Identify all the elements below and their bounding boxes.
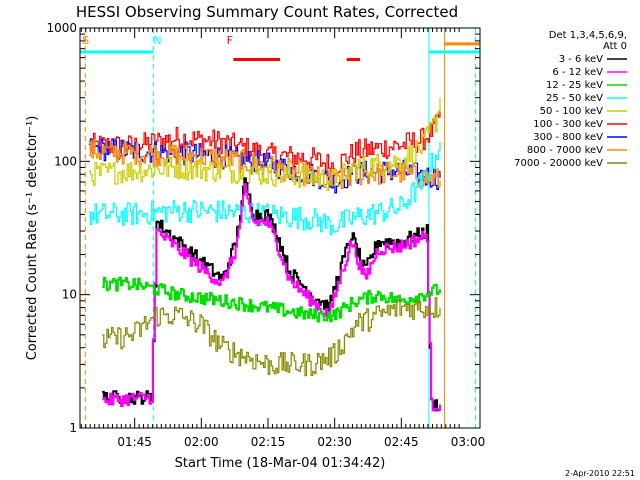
legend-label-0: 3 - 6 keV [559,54,603,65]
y-tick-label-0: 1 [69,421,77,435]
series-line-2 [88,139,441,189]
x-axis-label: Start Time (18-Mar-04 01:34:42) [175,456,386,471]
legend-label-8: 7000 - 20000 keV [514,158,603,169]
y-axis-label: Corrected Count Rate (s⁻¹ detector⁻¹) [25,116,40,361]
flag-label-1: N [153,34,161,47]
series-line-5 [102,177,441,412]
legend-label-2: 12 - 25 keV [546,80,603,91]
x-tick-label-0: 01:45 [117,435,152,449]
x-tick-label-4: 02:45 [384,435,419,449]
legend-label-6: 300 - 800 keV [533,132,603,143]
legend-label-5: 100 - 300 keV [533,119,603,130]
y-tick-label-3: 1000 [46,21,77,35]
legend: Det 1,3,4,5,6,9,Att 03 - 6 keV 6 - 12 keV… [514,30,627,169]
flag-label-2: F [227,34,233,47]
legend-header-0: Det 1,3,4,5,6,9, [549,30,627,41]
series-line-6 [102,183,441,412]
series-line-4 [88,141,441,236]
plot-frame [79,27,481,429]
legend-label-3: 25 - 50 keV [546,93,603,104]
y-tick-label-2: 100 [54,154,77,168]
x-tick-label-2: 02:15 [251,435,286,449]
y-tick-label-1: 10 [62,288,77,302]
series-line-8 [102,297,441,377]
series-line-3 [88,97,441,191]
x-tick-label-3: 02:30 [317,435,352,449]
axes: 1 10 100 1000 01:45 02:00 02:15 02:30 02:45 03:00 [46,21,485,449]
footer-timestamp: 2-Apr-2010 22:51 [565,469,635,478]
series-line-7 [102,276,441,323]
legend-label-4: 50 - 100 keV [540,106,604,117]
legend-label-7: 800 - 7000 keV [527,145,603,156]
x-tick-label-5: 03:00 [451,435,486,449]
legend-label-1: 6 - 12 keV [552,67,603,78]
series-group [80,28,480,428]
legend-header-1: Att 0 [603,41,627,52]
x-tick-label-1: 02:00 [184,435,219,449]
flag-label-0: S [82,34,89,47]
chart-title: HESSI Observing Summary Count Rates, Cor… [76,3,458,21]
